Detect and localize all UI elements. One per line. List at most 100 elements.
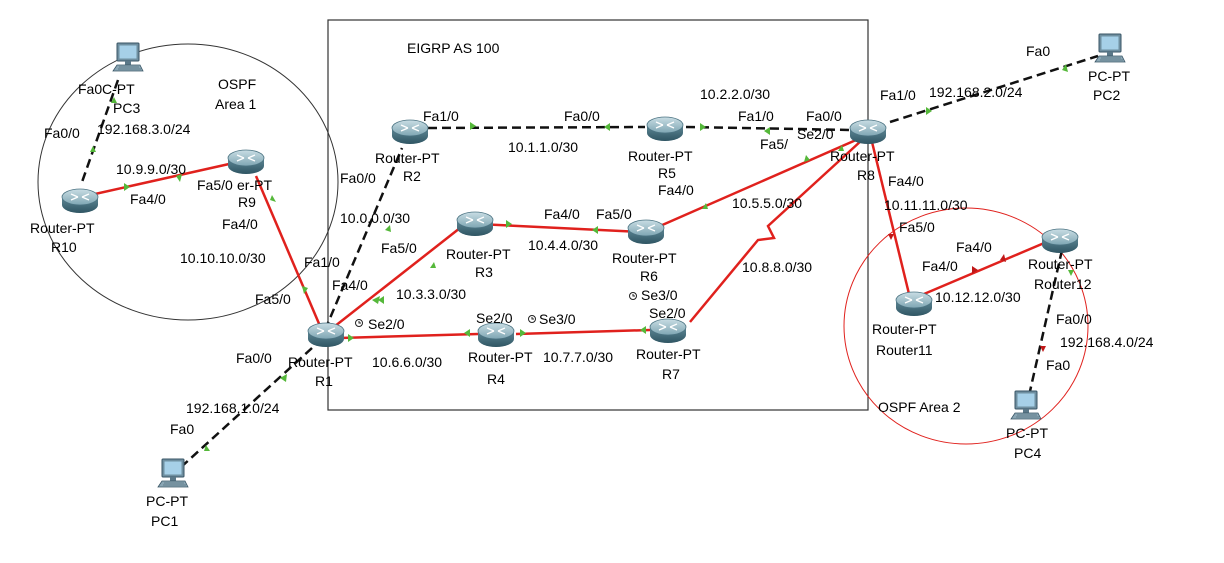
link-r11-r12	[923, 236, 1057, 296]
if-r10-fa00: Fa0/0	[44, 125, 80, 141]
status-up-marker	[1062, 64, 1068, 72]
if-r1-se20: Se2/0	[368, 316, 405, 332]
if-r5-fa10: Fa1/0	[738, 108, 774, 124]
r9-name: R9	[238, 194, 256, 210]
status-up-marker	[372, 296, 380, 304]
device-pc3[interactable]	[112, 42, 144, 72]
device-r4[interactable]	[477, 322, 515, 348]
status-up-marker	[176, 174, 182, 182]
status-up-marker	[838, 145, 844, 151]
status-up-marker	[378, 296, 384, 304]
net-10-7-7: 10.7.7.0/30	[543, 349, 613, 365]
status-up-marker	[520, 329, 526, 337]
status-up-marker	[926, 107, 932, 115]
status-up-marker	[470, 122, 476, 130]
if-r8-fa10: Fa1/0	[880, 87, 916, 103]
status-marker	[972, 266, 978, 274]
if-pc1-fa0: Fa0	[170, 421, 194, 437]
router12-type: Router-PT	[1028, 256, 1093, 272]
if-pc2-fa0: Fa0	[1026, 43, 1050, 59]
ospf-area-1-title: OSPF	[218, 76, 256, 92]
link-r1-pc1	[179, 347, 313, 469]
clock-icon	[629, 292, 637, 300]
device-r9[interactable]	[227, 149, 265, 175]
if-pc4-fa0: Fa0	[1046, 357, 1070, 373]
if-r11-fa40: Fa4/0	[922, 258, 958, 274]
pc1-name: PC1	[151, 513, 178, 529]
status-up-marker	[302, 286, 308, 294]
status-marker	[888, 234, 894, 240]
if-r5-fa00: Fa0/0	[564, 108, 600, 124]
device-r1[interactable]	[307, 322, 345, 348]
device-r5[interactable]	[646, 116, 684, 142]
if-r12-fa40: Fa4/0	[956, 239, 992, 255]
if-r3-fa50: Fa5/0	[381, 240, 417, 256]
device-pc4[interactable]	[1010, 390, 1042, 420]
device-r6[interactable]	[627, 219, 665, 245]
if-r8-fa5: Fa5/	[760, 136, 788, 152]
links	[80, 54, 1099, 469]
status-up-marker	[764, 127, 770, 135]
if-pc3-fa0: Fa0	[78, 81, 102, 97]
port-status-markers-red	[888, 234, 1046, 352]
status-up-marker	[464, 329, 470, 337]
eigrp-region	[327, 19, 869, 411]
port-status-markers	[90, 64, 1074, 451]
net-192-168-2: 192.168.2.0/24	[929, 84, 1023, 100]
if-r6-fa50: Fa5/0	[596, 206, 632, 222]
status-up-marker	[430, 262, 436, 268]
r1-name: R1	[315, 373, 333, 389]
net-10-10-10: 10.10.10.0/30	[180, 250, 266, 266]
device-r10[interactable]	[61, 188, 99, 214]
r10-name: R10	[51, 239, 77, 255]
if-r4-se20: Se2/0	[476, 310, 513, 326]
pc3-name: PC3	[113, 100, 140, 116]
device-r3[interactable]	[456, 211, 494, 237]
r9-type: er-PT	[237, 177, 272, 193]
status-up-marker	[270, 195, 276, 202]
r7-type: Router-PT	[636, 346, 701, 362]
router11-name: Router11	[876, 342, 933, 358]
device-router11[interactable]	[895, 291, 933, 317]
status-marker	[1040, 346, 1046, 352]
pc2-type: PC-PT	[1088, 68, 1130, 84]
net-10-3-3: 10.3.3.0/30	[396, 286, 466, 302]
device-pc1[interactable]	[157, 458, 189, 488]
status-up-marker	[385, 225, 391, 232]
link-r7-r8	[689, 139, 863, 323]
r10-type: Router-PT	[30, 220, 95, 236]
if-r7-se20: Se2/0	[649, 305, 686, 321]
net-10-0-0: 10.0.0.0/30	[340, 210, 410, 226]
eigrp-title: EIGRP AS 100	[407, 40, 500, 56]
ospf-area-1-subtitle: Area 1	[215, 96, 256, 112]
net-10-2-2: 10.2.2.0/30	[700, 86, 770, 102]
pc2-name: PC2	[1093, 87, 1120, 103]
device-pc2[interactable]	[1094, 33, 1126, 63]
net-10-5-5: 10.5.5.0/30	[732, 195, 802, 211]
device-r8[interactable]	[849, 119, 887, 145]
if-r10-fa40: Fa4/0	[130, 191, 166, 207]
if-r1-fa40: Fa4/0	[332, 277, 368, 293]
serial-clock-icons	[355, 292, 637, 327]
status-up-marker	[700, 123, 706, 131]
if-r1-fa50: Fa5/0	[255, 291, 291, 307]
if-r8-fa00: Fa0/0	[806, 108, 842, 124]
status-up-marker	[204, 445, 210, 451]
status-up-marker	[592, 226, 598, 234]
r3-type: Router-PT	[446, 246, 511, 262]
pc3-type: C-PT	[102, 81, 135, 97]
ospf-area-1-region	[37, 43, 339, 321]
status-up-marker	[124, 183, 130, 191]
net-10-12-12: 10.12.12.0/30	[935, 289, 1021, 305]
device-router12[interactable]	[1041, 228, 1079, 254]
clock-icon	[355, 319, 363, 327]
link-r9-r1	[254, 175, 322, 327]
r2-type: Router-PT	[375, 150, 440, 166]
status-up-marker	[506, 220, 512, 228]
link-r1-r4	[339, 332, 479, 340]
if-r4-se30: Se3/0	[539, 311, 576, 327]
r2-name: R2	[403, 168, 421, 184]
pc1-type: PC-PT	[146, 493, 188, 509]
device-r7[interactable]	[649, 318, 687, 344]
r3-name: R3	[475, 264, 493, 280]
